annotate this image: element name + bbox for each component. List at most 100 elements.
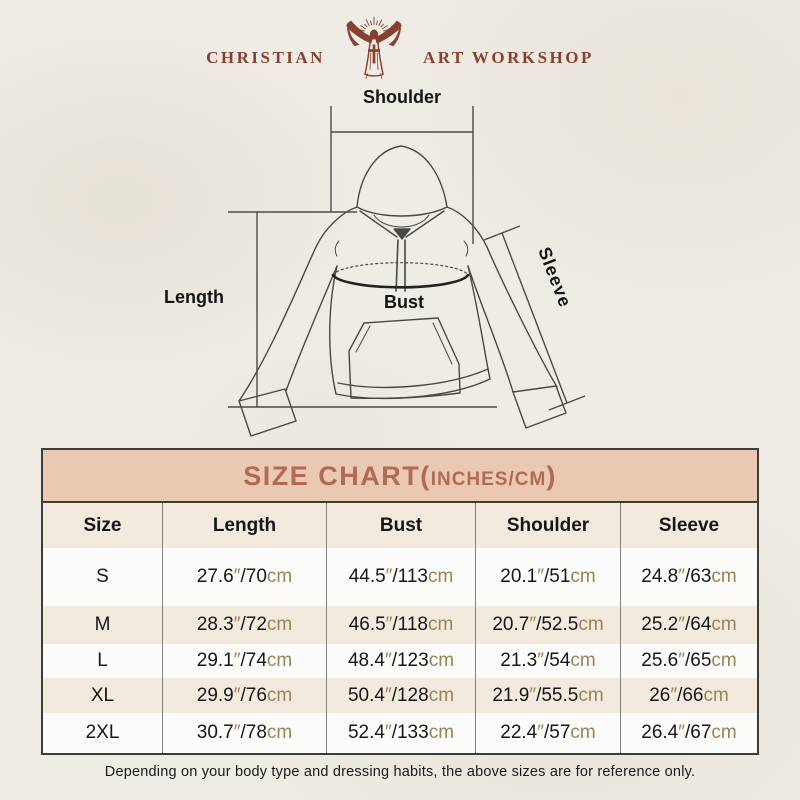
value-text: 25.6 (641, 650, 679, 671)
unit-text: cm (266, 722, 293, 743)
sleeve-label: Sleeve (534, 244, 575, 310)
unit-text: cm (428, 722, 455, 743)
brand-logo: CHRISTIAN (0, 10, 800, 88)
measurement-cell: 44.5 ″/113 cm (327, 548, 476, 606)
measurement-cell: 21.9 ″/55.5 cm (476, 678, 621, 713)
value-text: /133 (391, 722, 429, 743)
brand-name-right: ART WORKSHOP (422, 48, 594, 67)
value-text: 26 (649, 684, 671, 706)
unit-text: cm (570, 566, 596, 587)
title-paren-open: ( (420, 461, 431, 491)
unit-text: cm (711, 650, 737, 671)
value-text: /64 (684, 614, 712, 635)
value-text: 20.1 (500, 566, 538, 587)
value-text: 28.3 (196, 614, 234, 635)
unit-text: cm (266, 684, 293, 706)
measurement-cell: 52.4 ″/133 cm (327, 713, 476, 753)
value-text: /72 (240, 614, 267, 635)
value-text: 52.4 (347, 722, 385, 743)
value-text: 24.8 (641, 566, 679, 587)
value-text: 29.9 (196, 684, 234, 706)
column-header-size: Size (43, 503, 163, 548)
table-header-row: Size Length Bust Shoulder Sleeve (43, 503, 757, 548)
value-text: /54 (543, 650, 571, 671)
size-label: L (43, 644, 163, 678)
unit-text: cm (711, 614, 737, 635)
unit-text: ″ (678, 566, 685, 587)
measurement-cell: 25.2 ″/64 cm (621, 606, 757, 644)
unit-text: ″ (678, 722, 685, 743)
measurement-cell: 27.6 ″/70 cm (163, 548, 327, 606)
table-row: XL 29.9 ″/76 cm 50.4 ″/128 cm 21.9 ″/55.5 cm 26 ″/6… (43, 678, 757, 713)
measurement-cell: 48.4 ″/123 cm (327, 644, 476, 678)
hoodie-outline (238, 145, 567, 437)
value-text: /65 (684, 650, 712, 671)
value-text: /118 (392, 614, 428, 635)
value-text: 50.4 (347, 684, 385, 706)
column-header-length: Length (163, 503, 327, 548)
value-text: /57 (543, 722, 571, 743)
size-label: S (43, 548, 163, 606)
unit-text: ″ (670, 684, 678, 706)
unit-text: cm (703, 684, 729, 706)
value-text: 30.7 (196, 722, 234, 743)
figure (346, 20, 402, 79)
size-label: M (43, 606, 163, 644)
measurement-cell: 30.7 ″/78 cm (163, 713, 327, 753)
size-label: 2XL (43, 713, 163, 753)
unit-text: cm (578, 684, 604, 706)
jesus-rays-icon (346, 16, 402, 79)
unit-text: ″ (537, 566, 544, 587)
size-chart: SIZE CHART(INCHES/CM) Size Length Bust S… (41, 448, 759, 755)
value-text: /55.5 (536, 684, 579, 706)
unit-text: ″ (233, 650, 241, 671)
unit-text: ″ (233, 614, 241, 635)
measurement-cell: 22.4 ″/57 cm (476, 713, 621, 753)
unit-text: ″ (385, 614, 393, 635)
value-text: /63 (684, 566, 712, 587)
unit-text: cm (711, 722, 737, 743)
table-row: L 29.1 ″/74 cm 48.4 ″/123 cm 21.3 ″/54 cm 25.6 ″/65… (43, 644, 757, 678)
measurement-cell: 29.9 ″/76 cm (163, 678, 327, 713)
value-text: /51 (543, 566, 571, 587)
value-text: 22.4 (500, 722, 538, 743)
unit-text: ″ (678, 614, 685, 635)
unit-text: cm (570, 722, 596, 743)
table-row: S 27.6 ″/70 cm 44.5 ″/113 cm 20.1 ″/51 cm 24.8 ″/63… (43, 548, 757, 606)
length-label: Length (164, 287, 224, 307)
unit-text: cm (427, 566, 454, 587)
unit-text: ″ (537, 722, 544, 743)
unit-text: cm (266, 614, 293, 635)
value-text: 26.4 (641, 722, 679, 743)
unit-text: ″ (384, 684, 392, 706)
bust-label: Bust (384, 292, 424, 312)
unit-text: cm (570, 650, 596, 671)
value-text: /128 (391, 684, 429, 706)
measurement-cell: 46.5 ″/118 cm (327, 606, 476, 644)
measurement-cell: 29.1 ″/74 cm (163, 644, 327, 678)
measurement-cell: 50.4 ″/128 cm (327, 678, 476, 713)
cross-icon (368, 44, 380, 64)
value-text: 21.9 (492, 684, 530, 706)
table-row: 2XL 30.7 ″/78 cm 52.4 ″/133 cm 22.4 ″/57 cm 26.4 ″ /… (43, 713, 757, 753)
unit-text: ″ (385, 566, 393, 587)
measurement-cell: 24.8 ″/63 cm (621, 548, 757, 606)
unit-text: ″ (384, 722, 392, 743)
value-text: 46.5 (348, 614, 386, 635)
title-units: INCHES/CM (430, 469, 547, 490)
value-text: /52.5 (536, 614, 579, 635)
measurement-cell: 20.1 ″/51 cm (476, 548, 621, 606)
value-text: /78 (240, 722, 267, 743)
size-label: XL (43, 678, 163, 713)
column-header-bust: Bust (327, 503, 476, 548)
unit-text: ″ (384, 650, 392, 671)
value-text: /74 (240, 650, 267, 671)
brand-name-left: CHRISTIAN (206, 48, 325, 67)
unit-text: ″ (233, 684, 241, 706)
column-header-shoulder: Shoulder (476, 503, 621, 548)
measurement-cell: 28.3 ″/72 cm (163, 606, 327, 644)
title-paren-close: ) (546, 461, 557, 491)
title-main: SIZE CHART (243, 461, 421, 491)
value-text: /67 (684, 722, 712, 743)
table-row: M 28.3 ″/72 cm 46.5 ″/118 cm 20.7 ″/52.5 cm 25.2 ″ /… (43, 606, 757, 644)
